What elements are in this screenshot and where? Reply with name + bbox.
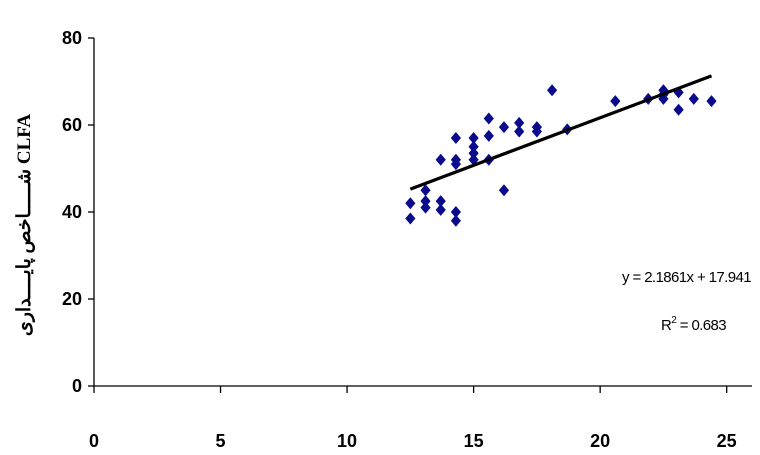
axes bbox=[93, 38, 752, 387]
data-point bbox=[483, 129, 494, 142]
r-squared-superscript: 2 bbox=[671, 315, 677, 326]
data-point bbox=[435, 153, 446, 166]
data-point bbox=[514, 116, 525, 129]
y-axis-label: شـــــاخص پايــــداری CLFA bbox=[14, 114, 35, 337]
data-point bbox=[468, 132, 479, 145]
data-point bbox=[468, 153, 479, 166]
y-tick-label: 0 bbox=[72, 376, 82, 396]
r-squared-label: R2 = 0.683 bbox=[661, 315, 726, 334]
data-point bbox=[450, 153, 461, 166]
data-point bbox=[468, 147, 479, 160]
y-tick-label: 20 bbox=[62, 289, 82, 309]
y-tick-label: 60 bbox=[62, 115, 82, 135]
data-point bbox=[706, 95, 717, 108]
r-squared-prefix: R bbox=[661, 317, 672, 334]
trendline bbox=[409, 74, 713, 191]
data-point bbox=[420, 184, 431, 197]
x-tick-label: 25 bbox=[717, 431, 737, 451]
data-point bbox=[514, 125, 525, 138]
data-points bbox=[405, 84, 717, 227]
y-ticks: 0 20 40 60 80 bbox=[62, 28, 94, 396]
data-point bbox=[450, 206, 461, 218]
data-point bbox=[468, 140, 479, 153]
data-point bbox=[420, 201, 431, 214]
data-point bbox=[498, 184, 510, 197]
data-point bbox=[435, 195, 446, 208]
data-point bbox=[498, 121, 510, 134]
x-tick-label: 10 bbox=[337, 431, 357, 451]
data-point bbox=[546, 84, 558, 97]
data-point bbox=[673, 103, 684, 116]
x-tick-label: 15 bbox=[464, 431, 484, 451]
data-point bbox=[483, 112, 494, 125]
data-point bbox=[405, 197, 416, 210]
trendline-equation: y = 2.1861x + 17.941 bbox=[622, 269, 751, 286]
data-point bbox=[531, 121, 542, 134]
x-tick-label: 5 bbox=[216, 431, 226, 451]
data-point bbox=[450, 132, 461, 145]
y-tick-label: 80 bbox=[62, 28, 82, 48]
x-tick-label: 0 bbox=[89, 431, 99, 451]
data-point bbox=[435, 203, 446, 216]
x-ticks: 0 5 10 15 20 25 bbox=[89, 386, 737, 451]
data-point bbox=[420, 195, 431, 208]
data-point bbox=[405, 212, 416, 225]
data-point bbox=[450, 214, 461, 227]
data-point bbox=[610, 95, 621, 108]
r-squared-value: = 0.683 bbox=[676, 317, 726, 334]
data-point bbox=[688, 92, 699, 105]
y-tick-label: 40 bbox=[62, 202, 82, 222]
x-tick-label: 20 bbox=[590, 431, 610, 451]
